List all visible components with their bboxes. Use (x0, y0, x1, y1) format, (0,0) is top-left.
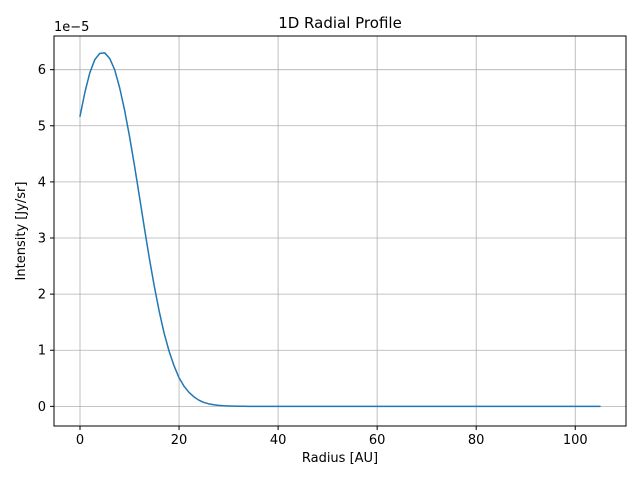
x-tick-label: 100 (563, 433, 588, 448)
y-axis-ticks: 0 1 2 3 4 5 6 (38, 63, 54, 415)
y-tick-label: 2 (38, 288, 46, 303)
y-tick-label: 5 (38, 119, 46, 134)
plot-area (54, 36, 626, 426)
x-axis-label: Radius [AU] (302, 451, 378, 466)
y-tick-label: 0 (38, 400, 46, 415)
series-layer (79, 52, 601, 408)
x-tick-label: 20 (171, 433, 188, 448)
chart-title: 1D Radial Profile (278, 14, 402, 32)
series-line (79, 52, 601, 408)
x-tick-label: 40 (270, 433, 287, 448)
x-axis-ticks: 0 20 40 60 80 100 (76, 426, 588, 448)
x-tick-label: 80 (468, 433, 485, 448)
y-axis-label: Intensity [Jy/sr] (14, 182, 29, 281)
y-tick-label: 6 (38, 63, 46, 78)
x-tick-label: 60 (369, 433, 386, 448)
y-tick-label: 4 (38, 175, 46, 190)
plot-frame (53, 35, 627, 427)
grid-lines (54, 36, 626, 426)
y-tick-label: 3 (38, 232, 46, 247)
y-axis-offset-text: 1e−5 (54, 20, 89, 35)
x-tick-label: 0 (76, 433, 84, 448)
y-tick-label: 1 (38, 344, 46, 359)
